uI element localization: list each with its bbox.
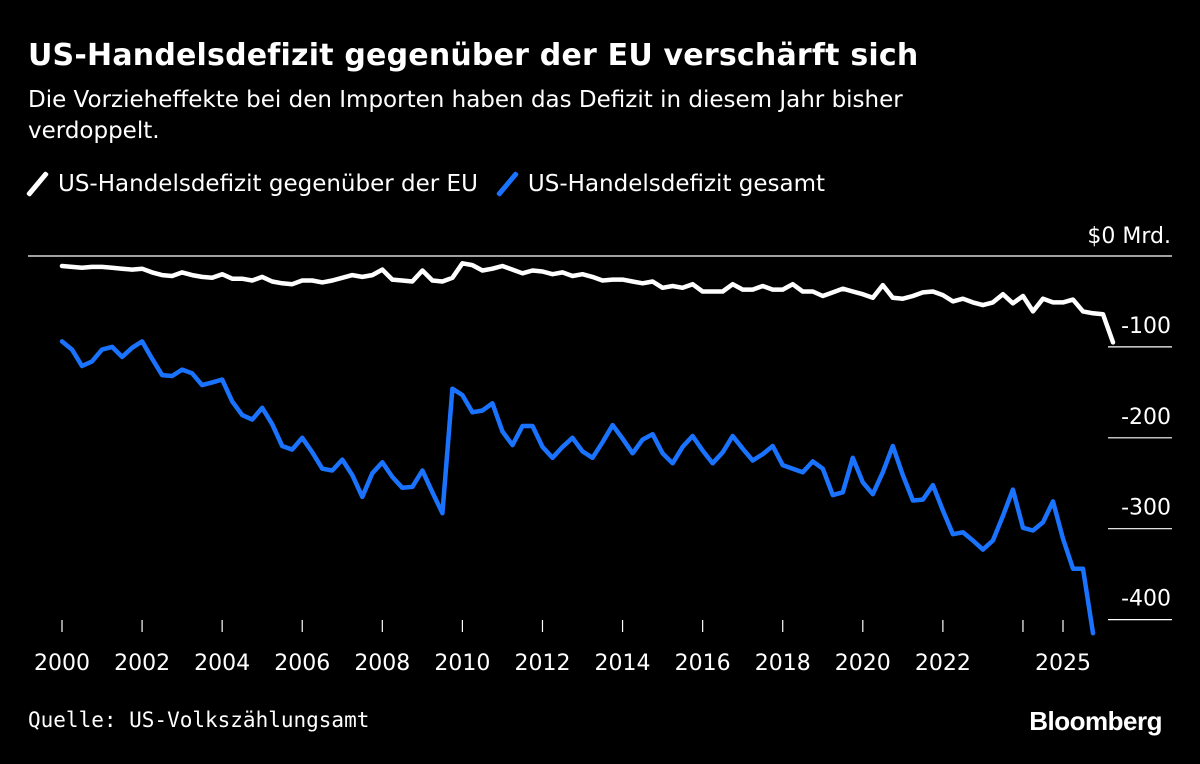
x-tick-label-7: 2014 <box>595 651 651 676</box>
x-tick-label-1: 2002 <box>114 651 170 676</box>
y-tick-label-0: $0 Mrd. <box>1087 224 1171 249</box>
series-line-eu <box>59 261 1116 345</box>
chart-subtitle: Die Vorzieheffekte bei den Importen habe… <box>28 87 903 144</box>
y-tick-label-1: -100 <box>1121 314 1171 339</box>
x-tick-label-9: 2018 <box>755 651 811 676</box>
x-tick-label-10: 2020 <box>835 651 891 676</box>
x-tick-label-8: 2016 <box>675 651 731 676</box>
x-tick-label-11: 2022 <box>915 651 971 676</box>
legend-item-eu: US-Handelsdefizit gegenüber der EU <box>28 170 478 198</box>
y-tick-label-4: -400 <box>1121 587 1171 612</box>
y-tick-label-2: -200 <box>1121 405 1171 430</box>
legend-label-eu: US-Handelsdefizit gegenüber der EU <box>58 171 478 197</box>
legend-label-total: US-Handelsdefizit gesamt <box>527 171 826 197</box>
x-tick-label-4: 2008 <box>354 651 410 676</box>
chart-title: US-Handelsdefizit gegenüber der EU versc… <box>28 38 919 73</box>
y-tick-label-3: -300 <box>1121 496 1171 521</box>
source-note: Quelle: US-Volkszählungsamt <box>28 708 370 732</box>
x-tick-label-5: 2010 <box>434 651 490 676</box>
legend-item-total: US-Handelsdefizit gesamt <box>498 170 825 198</box>
x-tick-label-2: 2004 <box>194 651 250 676</box>
x-tick-label-6: 2012 <box>514 651 570 676</box>
x-tick-label-0: 2000 <box>34 651 90 676</box>
bloomberg-logo: Bloomberg <box>1029 706 1162 736</box>
series-line-total <box>59 339 1096 636</box>
x-tick-label-3: 2006 <box>274 651 330 676</box>
legend: US-Handelsdefizit gegenüber der EU US-Ha… <box>28 170 845 198</box>
x-tick-label-12: 2025 <box>1035 651 1091 676</box>
